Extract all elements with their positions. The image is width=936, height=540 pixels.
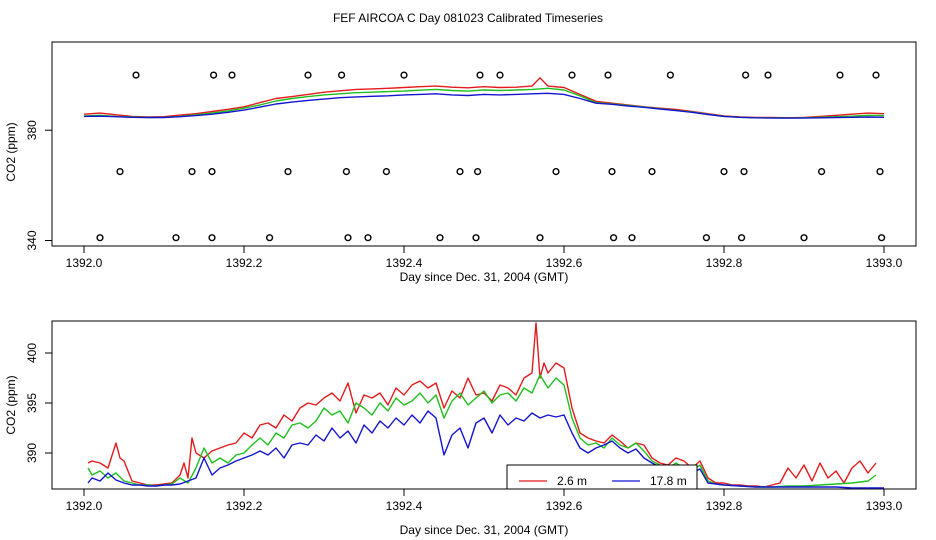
x-axis-top: 1392.0 1392.2 1392.4 1392.6 1392.8 1393.0 Day… bbox=[66, 245, 903, 284]
scatter-point bbox=[666, 71, 675, 79]
scatter-point bbox=[96, 234, 104, 242]
x-ticks-bottom: 1392.0 1392.2 1392.4 1392.6 1392.8 1393.0 bbox=[66, 489, 903, 513]
scatter-point bbox=[382, 168, 391, 176]
y-ticks-top: 340 380 bbox=[25, 42, 53, 251]
scatter-point bbox=[188, 168, 196, 176]
y-ticks-bottom: 390 395 400 bbox=[25, 343, 53, 463]
x-tick-label-1: 1392.2 bbox=[226, 256, 263, 270]
x-axis-bottom: 1392.0 1392.2 1392.4 1392.6 1392.8 1393.0 Day… bbox=[66, 488, 903, 537]
scatter-point bbox=[342, 168, 351, 176]
scatter-point bbox=[740, 168, 748, 176]
scatter-point bbox=[132, 71, 140, 79]
x-tick-label-0: 1392.0 bbox=[66, 499, 103, 513]
scatter-point bbox=[628, 234, 636, 242]
scatter-point bbox=[304, 71, 312, 79]
x-tick-label-3: 1392.6 bbox=[546, 499, 583, 513]
panel-bottom: 1392.0 1392.2 1392.4 1392.6 1392.8 1393.0 Day… bbox=[4, 320, 917, 537]
scatter-point bbox=[436, 234, 444, 242]
scatter-point bbox=[228, 71, 236, 79]
legend: 2.6 m 17.8 m bbox=[506, 464, 698, 490]
scatter-point bbox=[608, 168, 616, 176]
y-tick-label-1: 380 bbox=[25, 120, 39, 140]
series-lines-bottom bbox=[87, 322, 884, 489]
scatter-point bbox=[741, 71, 750, 79]
figure-title: FEF AIRCOA C Day 081023 Calibrated Times… bbox=[333, 11, 603, 25]
scatter-point bbox=[648, 168, 656, 176]
scatter-point bbox=[720, 168, 728, 176]
y-tick-label-2: 400 bbox=[25, 343, 39, 363]
scatter-point bbox=[472, 234, 480, 242]
scatter-points-top bbox=[96, 71, 886, 242]
scatter-point bbox=[496, 71, 504, 79]
x-tick-label-4: 1392.8 bbox=[706, 499, 743, 513]
y-axis-top: 340 380 CO2 (ppm) bbox=[4, 42, 53, 251]
scatter-point bbox=[208, 234, 216, 242]
plot-frame-top bbox=[51, 41, 917, 247]
x-tick-label-2: 1392.4 bbox=[386, 256, 423, 270]
x-tick-label-5: 1393.0 bbox=[866, 256, 903, 270]
scatter-point bbox=[877, 234, 886, 242]
scatter-point bbox=[338, 71, 346, 79]
scatter-point bbox=[836, 71, 844, 79]
y-axis-label-top: CO2 (ppm) bbox=[4, 122, 18, 181]
scatter-point bbox=[536, 234, 544, 242]
scatter-point bbox=[208, 168, 216, 176]
scatter-point bbox=[456, 168, 464, 176]
scatter-point bbox=[210, 71, 218, 79]
x-axis-label-bottom: Day since Dec. 31, 2004 (GMT) bbox=[400, 523, 569, 537]
scatter-point bbox=[876, 168, 884, 176]
scatter-point bbox=[609, 234, 618, 242]
y-tick-label-0: 340 bbox=[25, 230, 39, 250]
y-tick-label-1: 395 bbox=[25, 393, 39, 413]
x-ticks-top: 1392.0 1392.2 1392.4 1392.6 1392.8 1393.0 bbox=[66, 246, 903, 270]
y-tick-label-0: 390 bbox=[25, 443, 39, 463]
series-line-2-6-m bbox=[87, 322, 877, 488]
scatter-point bbox=[116, 168, 124, 176]
series-line-5-1-m bbox=[87, 374, 877, 488]
scatter-point bbox=[604, 71, 612, 79]
scatter-point bbox=[800, 234, 808, 242]
scatter-point bbox=[872, 71, 880, 79]
legend-label-17-8m: 17.8 m bbox=[650, 474, 687, 488]
scatter-point bbox=[474, 168, 482, 176]
plot-frame-bottom bbox=[51, 320, 917, 490]
legend-label-2-6m: 2.6 m bbox=[557, 474, 587, 488]
scatter-point bbox=[552, 168, 560, 176]
scatter-point bbox=[737, 234, 746, 242]
series-lines-top bbox=[83, 77, 885, 119]
series-line-17-8-m bbox=[87, 410, 884, 489]
scatter-point bbox=[476, 71, 484, 79]
x-tick-label-1: 1392.2 bbox=[226, 499, 263, 513]
scatter-point bbox=[364, 234, 372, 242]
series-line-17-8-m bbox=[83, 92, 885, 119]
series-line-5-1-m bbox=[83, 87, 885, 119]
scatter-point bbox=[400, 71, 408, 79]
series-line-2-6-m bbox=[83, 77, 885, 119]
scatter-point bbox=[344, 234, 352, 242]
scatter-point bbox=[284, 168, 292, 176]
x-tick-label-4: 1392.8 bbox=[706, 256, 743, 270]
x-tick-label-3: 1392.6 bbox=[546, 256, 583, 270]
x-axis-label-top: Day since Dec. 31, 2004 (GMT) bbox=[400, 270, 569, 284]
x-tick-label-5: 1393.0 bbox=[866, 499, 903, 513]
y-axis-bottom: 390 395 400 CO2 (ppm) bbox=[4, 343, 53, 463]
scatter-point bbox=[764, 71, 772, 79]
scatter-point bbox=[172, 234, 180, 242]
scatter-point bbox=[266, 234, 274, 242]
scatter-point bbox=[568, 71, 576, 79]
scatter-point bbox=[817, 168, 826, 176]
x-tick-label-0: 1392.0 bbox=[66, 256, 103, 270]
y-axis-label-bottom: CO2 (ppm) bbox=[4, 375, 18, 434]
x-tick-label-2: 1392.4 bbox=[386, 499, 423, 513]
panel-top: 1392.0 1392.2 1392.4 1392.6 1392.8 1393.0 Day… bbox=[4, 41, 917, 284]
scatter-point bbox=[702, 234, 711, 242]
legend-box bbox=[506, 464, 698, 490]
